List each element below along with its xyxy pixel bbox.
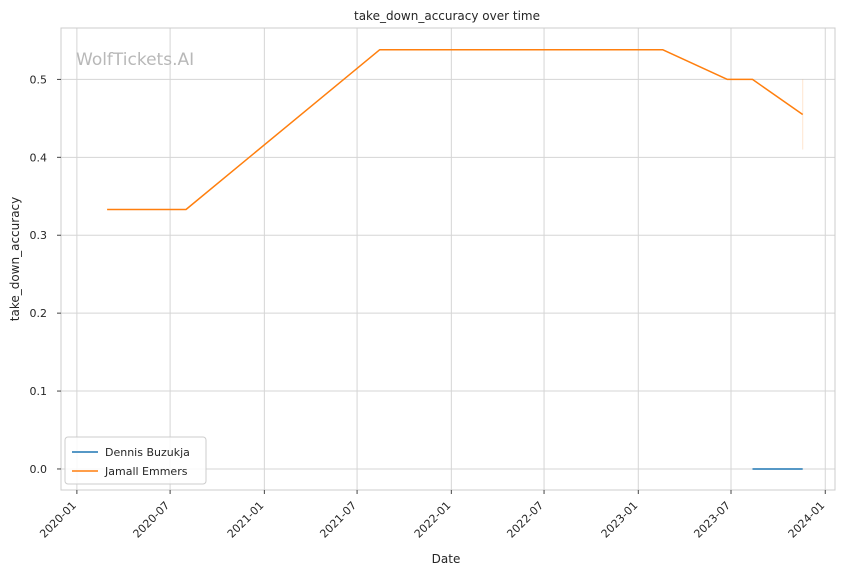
y-tick-label: 0.0 xyxy=(30,463,48,476)
y-tick-label: 0.1 xyxy=(30,385,48,398)
series-lines xyxy=(107,49,804,470)
grid xyxy=(61,28,835,490)
chart-title: take_down_accuracy over time xyxy=(354,9,540,23)
y-tick-label: 0.4 xyxy=(30,151,48,164)
y-axis: 0.0 0.1 0.2 0.3 0.4 0.5 xyxy=(30,73,61,476)
legend: Dennis Buzukja Jamall Emmers xyxy=(64,436,207,485)
plot-frame xyxy=(60,27,836,491)
legend-label-jamall-emmers: Jamall Emmers xyxy=(104,465,188,478)
legend-label-dennis-buzukja: Dennis Buzukja xyxy=(105,446,190,459)
legend-box xyxy=(64,436,207,485)
watermark: WolfTickets.AI xyxy=(76,50,194,70)
y-tick-label: 0.2 xyxy=(30,307,48,320)
series-line-jamall-emmers xyxy=(107,49,804,211)
x-axis-title: Date xyxy=(432,552,461,566)
y-tick-label: 0.5 xyxy=(30,73,48,86)
y-tick-label: 0.3 xyxy=(30,229,48,242)
y-axis-title: take_down_accuracy xyxy=(8,197,22,321)
